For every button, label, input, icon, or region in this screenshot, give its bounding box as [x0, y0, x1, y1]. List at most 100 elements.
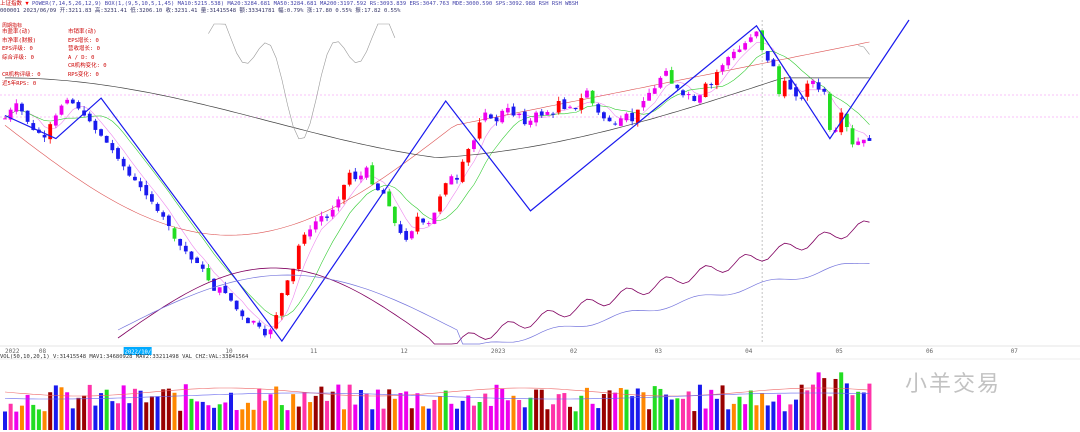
candle-body: [630, 112, 635, 122]
volume-bar: [511, 395, 516, 430]
candle-body: [313, 221, 318, 230]
volume-bar: [200, 401, 205, 430]
volume-bar: [579, 395, 584, 430]
volume-bar: [370, 409, 375, 430]
volume-bar: [731, 403, 736, 430]
volume-bar: [568, 406, 572, 430]
volume-bar: [234, 410, 239, 430]
volume-bar: [771, 401, 776, 430]
candle-body: [731, 51, 736, 59]
x-tick-label: 11: [310, 348, 318, 355]
candle-body: [861, 139, 866, 144]
candle-body: [477, 122, 482, 139]
candle-body: [472, 140, 476, 150]
volume-bar: [392, 398, 397, 430]
volume-bar: [353, 404, 358, 430]
candle-body: [760, 30, 764, 51]
volume-bar: [262, 400, 267, 430]
volume-bar: [189, 398, 194, 430]
volume-bar: [505, 400, 510, 430]
candle-body: [698, 95, 702, 103]
volume-bar: [104, 389, 109, 430]
candle-body: [200, 264, 205, 269]
volume-bar: [319, 386, 324, 430]
candle-body: [743, 43, 748, 50]
volume-bar: [268, 394, 273, 430]
candle-body: [438, 196, 442, 212]
candle-body: [511, 106, 516, 116]
candle-body: [53, 115, 58, 126]
candle-body: [455, 177, 459, 180]
candle-body: [76, 102, 81, 109]
financial-field: A / D: 0: [68, 54, 95, 61]
candle-body: [246, 317, 250, 324]
volume-bar: [3, 411, 7, 430]
volume-bar: [313, 395, 318, 430]
volume-bar: [816, 372, 821, 430]
volume-bar: [624, 389, 629, 430]
candle-body: [161, 212, 166, 217]
volume-bar: [31, 404, 36, 430]
volume-bar: [743, 404, 748, 430]
candle-body: [325, 216, 329, 218]
candle-body: [155, 203, 160, 211]
date-tag-bg: [123, 347, 152, 355]
financial-field: EPS增长: 0: [68, 37, 99, 44]
volume-bar: [76, 397, 81, 430]
volume-bar: [556, 394, 561, 430]
x-tick-label: 06: [926, 348, 934, 355]
candle-body: [822, 89, 827, 92]
volume-bar: [488, 405, 493, 430]
financial-field: 市净率(财报): [2, 37, 37, 44]
volume-bar: [697, 384, 702, 430]
candle-body: [31, 123, 36, 130]
volume-bar: [754, 405, 759, 430]
volume-bar: [415, 393, 420, 430]
volume-bar: [692, 411, 697, 430]
candle-body: [777, 66, 781, 95]
quote-line: 000001 2023/06/09 开:3211.83 高:3231.41 低:…: [0, 8, 401, 14]
candle-body: [799, 97, 804, 99]
volume-bar: [494, 384, 499, 430]
volume-bar: [93, 405, 98, 430]
candle-body: [183, 245, 188, 252]
candle-body: [596, 104, 601, 113]
x-tick-label: 12: [401, 348, 409, 355]
candle-body: [263, 328, 267, 336]
ma-short-line: [4, 41, 870, 328]
candle-body: [25, 110, 30, 122]
volume-bar: [760, 393, 765, 430]
x-tick-label: 05: [836, 348, 844, 355]
candle-body: [658, 77, 663, 88]
candle-body: [669, 70, 674, 84]
candle-body: [48, 124, 53, 140]
candle-body: [336, 199, 341, 208]
volume-bar: [856, 391, 861, 430]
volume-bar: [455, 408, 459, 430]
volume-bar: [528, 397, 533, 430]
volume-bar: [748, 390, 753, 430]
volume-bar: [421, 406, 426, 430]
candle-body: [528, 120, 533, 125]
volume-bar: [14, 411, 19, 430]
date-tag-label: 2022/10/31: [125, 350, 158, 356]
volume-bar: [229, 392, 233, 430]
volume-bar: [70, 408, 75, 430]
volume-bar: [404, 391, 409, 430]
volume-bar: [630, 396, 635, 430]
volume-bar: [573, 411, 578, 430]
candle-body: [449, 176, 454, 185]
index-name: 上证指数: [0, 1, 23, 7]
candle-body: [138, 181, 143, 188]
ma-mid-line: [4, 50, 870, 318]
volume-bar: [274, 386, 279, 430]
candle-body: [70, 99, 75, 104]
candle-body: [720, 65, 725, 72]
candle-body: [20, 103, 24, 112]
gray-oscillator-a: [208, 23, 396, 140]
candle-body: [279, 293, 284, 316]
candle-body: [8, 109, 13, 120]
financial-field: RPS变化: 0: [68, 72, 99, 78]
candle-body: [483, 112, 488, 121]
